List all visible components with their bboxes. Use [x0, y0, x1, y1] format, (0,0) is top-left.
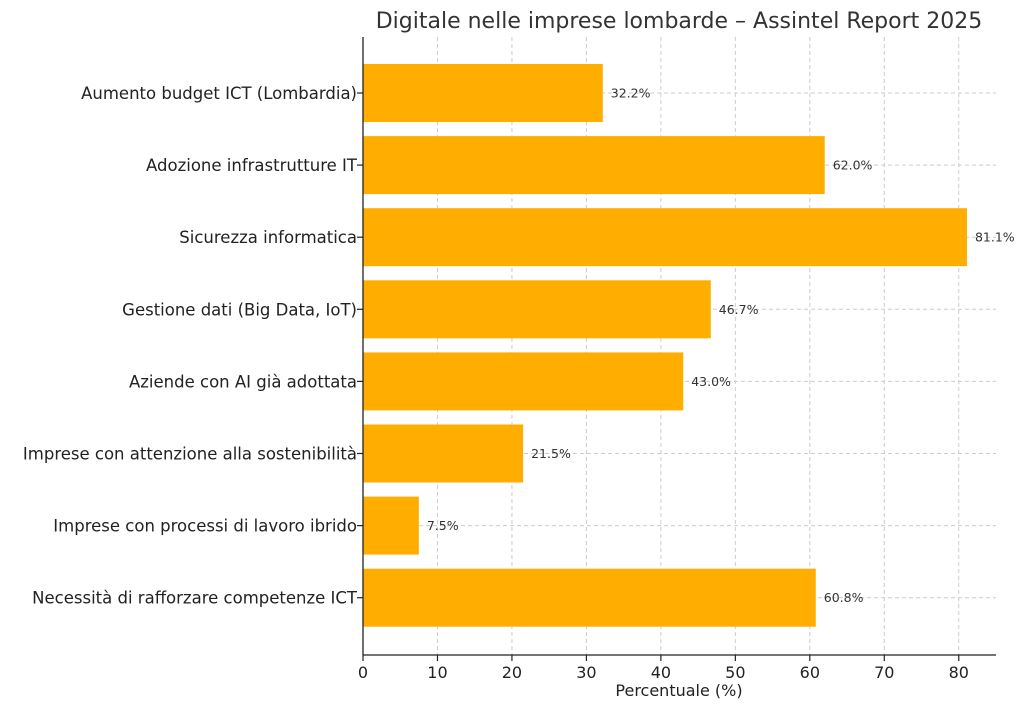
value-label: 43.0%	[691, 374, 731, 389]
x-tick-label: 50	[725, 663, 745, 682]
category-label: Gestione dati (Big Data, IoT)	[122, 300, 357, 319]
bar-1	[363, 64, 603, 122]
chart-title: Digitale nelle imprese lombarde – Assint…	[376, 9, 983, 34]
x-tick-label: 70	[874, 663, 894, 682]
x-tick-label: 40	[651, 663, 671, 682]
value-label: 62.0%	[833, 158, 873, 173]
x-axis-title: Percentuale (%)	[615, 681, 742, 700]
value-label: 7.5%	[427, 518, 459, 533]
category-label: Imprese con attenzione alla sostenibilit…	[23, 445, 357, 464]
category-label: Imprese con processi di lavoro ibrido	[53, 517, 357, 536]
category-label: Sicurezza informatica	[179, 228, 357, 247]
value-label: 60.8%	[824, 590, 864, 605]
bar-2	[363, 136, 825, 195]
x-tick-label: 10	[427, 663, 447, 682]
axes: 0 10 20 30 40 50 60 70 80 Aumento budget ICT (Lom…	[23, 37, 996, 682]
grid-lines	[363, 37, 996, 655]
category-label: Aumento budget ICT (Lombardia)	[81, 84, 357, 103]
bar-7	[363, 496, 419, 555]
x-tick-label: 20	[502, 663, 522, 682]
value-label: 81.1%	[975, 230, 1015, 245]
value-label: 46.7%	[719, 302, 759, 317]
x-tick-label: 30	[576, 663, 596, 682]
category-label: Adozione infrastrutture IT	[146, 156, 358, 175]
bar-5	[363, 352, 684, 411]
x-tick-label: 0	[358, 663, 368, 682]
value-label: 32.2%	[611, 86, 651, 101]
bar-6	[363, 424, 524, 483]
x-tick-label: 60	[800, 663, 820, 682]
bar-8	[363, 568, 816, 627]
bars: 32.2% 62.0% 81.1% 46.7% 43.0% 21.5% 7.5% 60.8%	[363, 64, 1015, 627]
category-label: Aziende con AI già adottata	[129, 372, 357, 391]
value-label: 21.5%	[531, 446, 571, 461]
x-tick-label: 80	[949, 663, 969, 682]
category-label: Necessità di rafforzare competenze ICT	[32, 589, 358, 608]
bar-3	[363, 208, 967, 267]
bar-4	[363, 280, 711, 339]
